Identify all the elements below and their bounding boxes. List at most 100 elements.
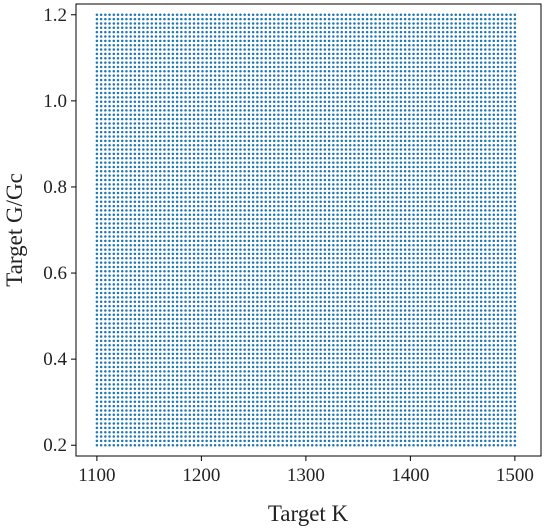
scatter-point bbox=[302, 170, 306, 173]
scatter-point bbox=[180, 74, 183, 77]
scatter-point bbox=[142, 87, 145, 90]
scatter-point bbox=[158, 100, 162, 103]
scatter-point bbox=[154, 174, 158, 177]
scatter-point bbox=[133, 426, 137, 430]
scatter-point bbox=[116, 74, 120, 77]
scatter-point bbox=[298, 348, 301, 351]
scatter-point bbox=[163, 387, 166, 390]
scatter-point bbox=[95, 278, 99, 282]
scatter-point bbox=[302, 239, 306, 243]
scatter-point bbox=[171, 317, 175, 321]
scatter-point bbox=[163, 252, 166, 256]
scatter-point bbox=[243, 317, 246, 321]
scatter-point bbox=[285, 239, 289, 243]
scatter-point bbox=[116, 383, 120, 386]
scatter-point bbox=[154, 243, 158, 247]
scatter-point bbox=[239, 30, 242, 34]
scatter-point bbox=[234, 143, 238, 147]
scatter-point bbox=[230, 174, 234, 177]
scatter-point bbox=[234, 48, 238, 51]
scatter-point bbox=[150, 261, 154, 264]
scatter-point bbox=[239, 443, 242, 447]
scatter-point bbox=[125, 74, 128, 77]
scatter-point bbox=[184, 143, 187, 147]
scatter-point bbox=[171, 226, 175, 230]
scatter-point bbox=[125, 404, 128, 408]
scatter-point bbox=[180, 222, 183, 225]
scatter-point bbox=[104, 39, 107, 43]
scatter-point bbox=[302, 39, 306, 43]
scatter-point bbox=[294, 117, 297, 121]
scatter-point bbox=[108, 239, 111, 243]
scatter-point bbox=[226, 330, 230, 334]
scatter-point bbox=[112, 187, 116, 190]
scatter-point bbox=[99, 274, 103, 277]
scatter-point bbox=[289, 283, 293, 286]
scatter-point bbox=[272, 70, 276, 73]
scatter-point bbox=[281, 30, 284, 34]
scatter-point bbox=[243, 348, 246, 351]
scatter-point bbox=[209, 326, 213, 330]
scatter-point bbox=[222, 196, 225, 199]
scatter-point bbox=[285, 248, 289, 251]
scatter-point bbox=[209, 239, 213, 243]
scatter-point bbox=[196, 313, 200, 317]
scatter-point bbox=[298, 217, 301, 221]
scatter-point bbox=[192, 135, 196, 138]
scatter-point bbox=[150, 230, 154, 234]
scatter-point bbox=[256, 252, 259, 256]
scatter-point bbox=[154, 196, 158, 199]
scatter-point bbox=[137, 43, 141, 47]
scatter-point bbox=[272, 335, 276, 338]
scatter-point bbox=[281, 204, 284, 208]
scatter-point bbox=[146, 443, 149, 447]
scatter-point bbox=[213, 357, 217, 360]
scatter-point bbox=[95, 352, 99, 356]
scatter-point bbox=[272, 348, 276, 351]
scatter-point bbox=[285, 161, 289, 164]
scatter-point bbox=[272, 257, 276, 260]
scatter-point bbox=[298, 130, 301, 134]
scatter-point bbox=[184, 204, 187, 208]
scatter-point bbox=[180, 326, 183, 330]
scatter-point bbox=[116, 226, 120, 230]
scatter-point bbox=[104, 204, 107, 208]
scatter-point bbox=[272, 435, 276, 438]
scatter-point bbox=[142, 361, 145, 364]
scatter-point bbox=[137, 200, 141, 203]
scatter-point bbox=[298, 35, 301, 38]
scatter-point bbox=[226, 96, 230, 99]
scatter-point bbox=[281, 283, 284, 286]
scatter-point bbox=[116, 343, 120, 347]
scatter-point bbox=[302, 404, 306, 408]
scatter-point bbox=[171, 191, 175, 195]
scatter-point bbox=[112, 343, 116, 347]
scatter-point bbox=[289, 304, 293, 308]
scatter-point bbox=[171, 148, 175, 151]
scatter-point bbox=[277, 83, 280, 86]
scatter-point bbox=[226, 339, 230, 343]
scatter-point bbox=[137, 30, 141, 34]
scatter-point bbox=[264, 161, 268, 164]
scatter-point bbox=[112, 157, 116, 160]
scatter-point bbox=[175, 326, 179, 330]
scatter-point bbox=[175, 239, 179, 243]
scatter-point bbox=[234, 226, 238, 230]
scatter-point bbox=[218, 235, 221, 238]
scatter-point bbox=[150, 422, 154, 425]
scatter-point bbox=[146, 287, 149, 290]
scatter-point bbox=[264, 222, 268, 225]
scatter-point bbox=[251, 135, 255, 138]
scatter-point bbox=[171, 278, 175, 282]
scatter-point bbox=[154, 91, 158, 95]
scatter-point bbox=[247, 252, 251, 256]
scatter-point bbox=[137, 374, 141, 377]
scatter-point bbox=[184, 213, 187, 217]
scatter-point bbox=[129, 230, 132, 234]
scatter-point bbox=[158, 209, 162, 212]
scatter-point bbox=[205, 200, 208, 203]
scatter-point bbox=[218, 339, 221, 343]
scatter-point bbox=[129, 161, 132, 164]
scatter-point bbox=[205, 413, 208, 417]
scatter-point bbox=[133, 226, 137, 230]
